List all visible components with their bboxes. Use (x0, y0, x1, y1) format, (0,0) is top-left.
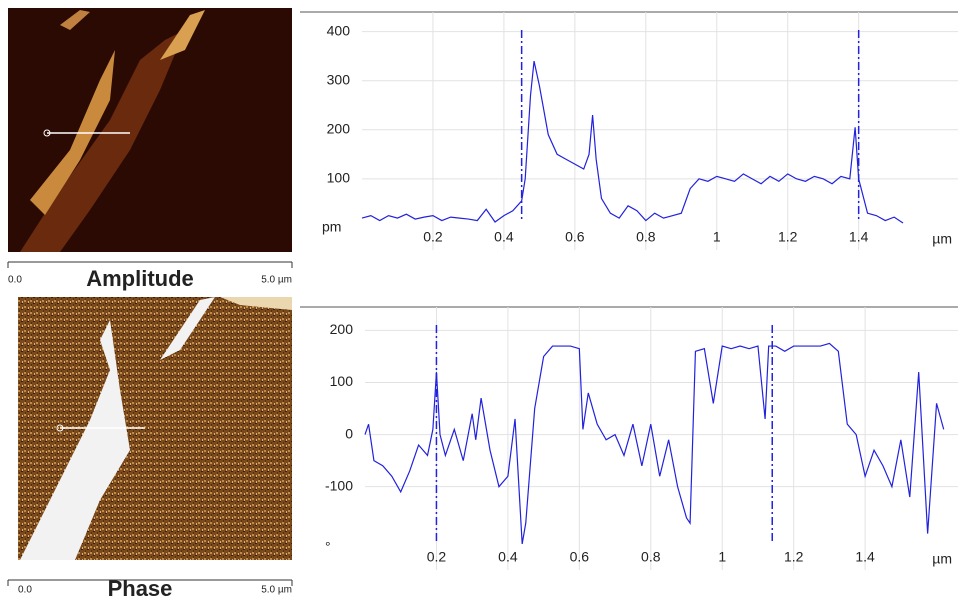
x-unit: µm (932, 551, 952, 567)
x-tick-label: 0.8 (636, 229, 656, 245)
x-tick-label: 0.6 (570, 549, 590, 565)
scale-end: 5.0 µm (261, 585, 292, 596)
y-tick-label: 0 (345, 425, 353, 441)
x-tick-label: 1 (718, 549, 726, 565)
y-tick-label: -100 (325, 477, 353, 493)
y-tick-label: 200 (327, 120, 351, 136)
x-tick-label: 1 (713, 229, 721, 245)
x-tick-label: 0.4 (498, 549, 518, 565)
y-tick-label: 100 (327, 170, 351, 186)
x-tick-label: 1.2 (784, 549, 804, 565)
y-tick-label: 300 (327, 71, 351, 87)
x-tick-label: 0.4 (494, 229, 514, 245)
x-tick-label: 0.8 (641, 549, 661, 565)
x-unit: µm (932, 231, 952, 247)
profile-line (364, 342, 945, 545)
image-label: Amplitude (86, 266, 194, 291)
profile-line (361, 60, 904, 224)
scale-start: 0.0 (18, 585, 32, 596)
scale-bar (7, 261, 293, 586)
y-unit: pm (322, 219, 341, 235)
y-tick-label: 400 (327, 22, 351, 38)
y-tick-label: 100 (330, 373, 354, 389)
x-tick-label: 1.4 (849, 229, 869, 245)
image-label: Phase (108, 576, 173, 601)
x-tick-label: 0.2 (427, 549, 447, 565)
y-tick-label: 200 (330, 321, 354, 337)
phase-image (18, 297, 292, 560)
amplitude-image (8, 8, 292, 252)
x-tick-label: 0.2 (423, 229, 443, 245)
x-tick-label: 1.4 (855, 549, 875, 565)
scale-start: 0.0 (8, 275, 22, 286)
scale-end: 5.0 µm (261, 275, 292, 286)
x-tick-label: 1.2 (778, 229, 798, 245)
x-tick-label: 0.6 (565, 229, 585, 245)
y-unit: ° (325, 539, 331, 555)
